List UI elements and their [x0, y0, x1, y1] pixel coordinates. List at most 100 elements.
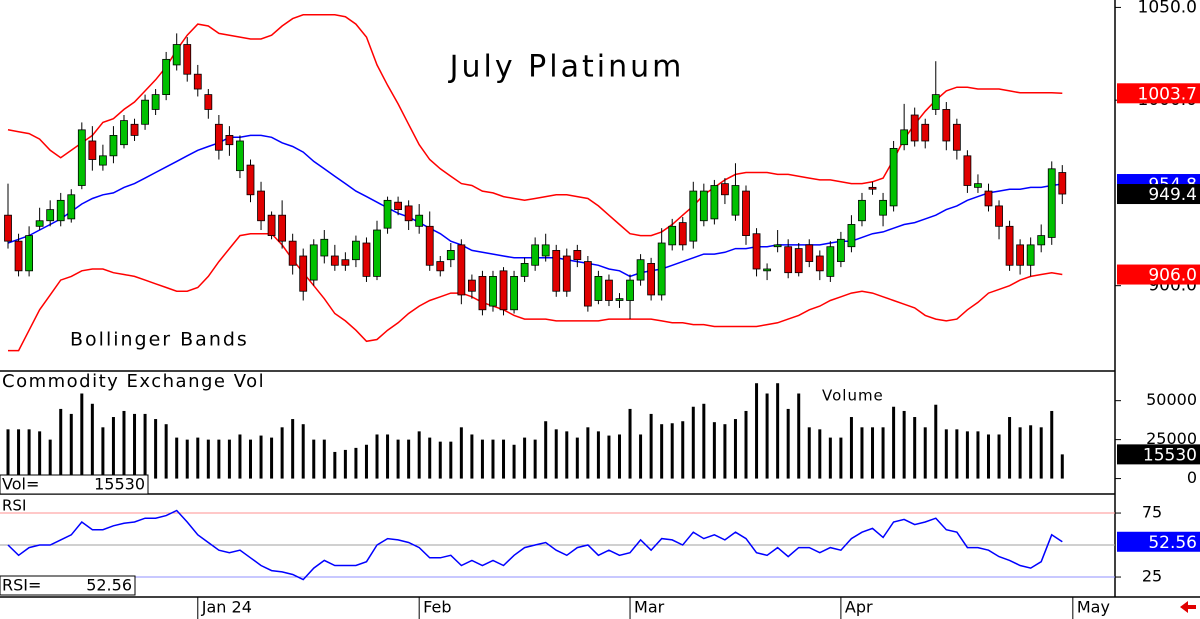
candle-body — [193, 73, 202, 90]
volume-bar — [702, 403, 706, 479]
candle-body — [794, 248, 803, 274]
last-value-tag — [1117, 264, 1200, 285]
volume-bar — [944, 429, 948, 479]
volume-bar — [364, 444, 368, 479]
volume-bar — [80, 393, 84, 479]
candle-body — [868, 186, 877, 190]
candle-body — [689, 190, 698, 242]
volume-bar — [333, 451, 337, 479]
volume-bar — [639, 434, 643, 479]
volume-bar — [449, 441, 453, 479]
volume-bar — [27, 429, 31, 479]
bollinger-band — [7, 14, 1063, 237]
volume-bar — [997, 434, 1001, 479]
candle-body — [88, 140, 97, 160]
volume-bar — [1018, 427, 1022, 479]
candle-body — [162, 58, 171, 96]
candle-body — [847, 224, 856, 248]
volume-bar — [681, 421, 685, 479]
volume-bar — [807, 427, 811, 479]
candle-body — [520, 263, 529, 277]
candle-body — [489, 275, 497, 307]
annotation: Bollinger Bands — [70, 329, 249, 351]
volume-bar — [470, 434, 474, 479]
candle-body — [731, 185, 740, 216]
volume-bar — [649, 413, 653, 479]
candle-body — [900, 129, 909, 146]
volume-bar — [712, 422, 716, 479]
candle-body — [710, 185, 719, 220]
chart-title: July Platinum — [448, 50, 685, 85]
candle-body — [478, 275, 487, 311]
volume-bar — [164, 424, 168, 479]
volume-bar — [48, 439, 52, 479]
volume-bar — [6, 429, 10, 479]
candle-body — [425, 225, 434, 266]
candle-body — [404, 205, 413, 222]
candle-body — [1058, 172, 1067, 195]
candle-body — [436, 261, 445, 272]
volume-bar — [533, 439, 537, 479]
candle-body — [1026, 244, 1035, 266]
volume-bar — [1050, 410, 1054, 479]
volume-bar — [480, 439, 484, 479]
x-tick-label: Jan 24 — [201, 598, 252, 617]
candle-body — [773, 244, 782, 248]
volume-bar — [270, 437, 274, 479]
scroll-arrow[interactable] — [1180, 601, 1196, 613]
volume-bar — [628, 408, 632, 479]
volume-bar — [955, 429, 959, 479]
annotation: Volume — [822, 387, 884, 405]
volume-bar — [143, 413, 147, 479]
candle-body — [120, 120, 128, 146]
volume-bar — [217, 439, 221, 479]
candle-body — [236, 140, 244, 172]
last-value-label: 949.4 — [1148, 185, 1197, 205]
volume-bar — [755, 383, 759, 479]
volume-bar — [396, 439, 400, 479]
candle-body — [246, 164, 255, 196]
volume-bar — [227, 439, 231, 479]
last-value-label: 52.56 — [1148, 533, 1197, 553]
candle-body — [974, 183, 982, 188]
candle-body — [394, 201, 402, 211]
candle-body — [605, 279, 613, 301]
candle-body — [910, 114, 919, 142]
candle-body — [626, 279, 634, 301]
candle-body — [1047, 168, 1056, 238]
candle-body — [815, 255, 824, 272]
candle-body — [183, 44, 192, 75]
volume-bar — [111, 417, 115, 479]
volume-bar — [438, 441, 442, 479]
volume-bar — [965, 431, 969, 479]
candle-body — [836, 238, 845, 262]
candle-body — [35, 220, 44, 227]
candle-body — [446, 250, 455, 261]
candle-body — [541, 244, 550, 257]
x-tick-label: Feb — [423, 598, 451, 617]
volume-bar — [892, 406, 896, 479]
y-tick-label: 25 — [1142, 567, 1162, 586]
volume-bar — [723, 424, 727, 479]
candle-body — [752, 233, 761, 270]
candle-body — [14, 240, 23, 272]
candle-body — [214, 123, 223, 151]
volume-bar — [354, 447, 358, 479]
candle-body — [583, 261, 592, 307]
candle-body — [668, 225, 677, 246]
candle-body — [594, 275, 603, 301]
last-value-tag — [1117, 444, 1200, 465]
candle-body — [952, 123, 961, 151]
last-value-tag — [1117, 531, 1200, 552]
volume-bar — [512, 444, 516, 479]
volume-bar — [206, 439, 210, 479]
volume-bar — [565, 431, 569, 479]
volume-bar — [1060, 454, 1064, 479]
candle-body — [858, 199, 866, 222]
volume-bar — [586, 427, 590, 479]
candle-body — [552, 250, 561, 292]
candle-body — [889, 147, 898, 207]
volume-bar — [175, 437, 179, 479]
volume-bar — [733, 419, 737, 479]
